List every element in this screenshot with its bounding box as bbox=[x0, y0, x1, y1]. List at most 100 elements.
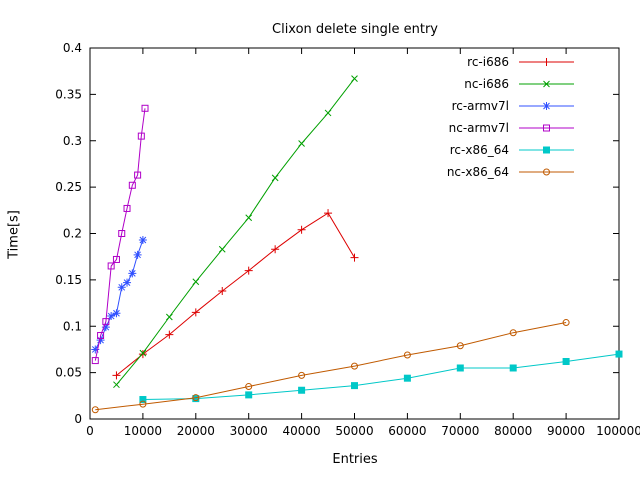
series-marker-nc-i686 bbox=[139, 349, 147, 357]
series-marker-nc-i686 bbox=[245, 214, 253, 222]
x-tick-label: 60000 bbox=[388, 424, 426, 438]
series-marker-rc-armv7l bbox=[138, 235, 147, 244]
legend-marker-nc-armv7l bbox=[543, 124, 550, 132]
series-marker-rc-armv7l bbox=[128, 269, 137, 278]
series-marker-rc-i686 bbox=[138, 350, 147, 359]
x-tick-label: 30000 bbox=[230, 424, 268, 438]
series-marker-rc-armv7l bbox=[123, 278, 132, 287]
series-marker-nc-armv7l bbox=[91, 357, 99, 365]
series-marker-rc-i686 bbox=[297, 225, 306, 234]
series-marker-rc-i686 bbox=[324, 209, 333, 218]
series-marker-nc-i686 bbox=[113, 381, 120, 389]
series-line-rc-i686 bbox=[116, 212, 355, 376]
series-marker-nc-x86_64 bbox=[139, 400, 147, 408]
series-marker-nc-armv7l bbox=[123, 204, 131, 212]
x-tick-label: 70000 bbox=[441, 424, 479, 438]
series-marker-rc-armv7l bbox=[112, 309, 121, 318]
series-marker-nc-i686 bbox=[192, 278, 200, 286]
x-tick-label: 40000 bbox=[283, 424, 321, 438]
series-marker-rc-x86_64 bbox=[403, 374, 411, 382]
series-marker-rc-armv7l bbox=[91, 345, 100, 354]
series-line-nc-i686 bbox=[116, 78, 355, 386]
series-marker-rc-i686 bbox=[112, 371, 121, 380]
series-marker-nc-x86_64 bbox=[456, 342, 464, 350]
series-marker-nc-armv7l bbox=[134, 171, 142, 179]
series-marker-nc-i686 bbox=[165, 313, 173, 321]
y-tick-label: 0.4 bbox=[63, 41, 82, 55]
legend-label-rc-x86_64: rc-x86_64 bbox=[450, 143, 509, 157]
series-marker-nc-x86_64 bbox=[192, 394, 200, 402]
series-marker-nc-x86_64 bbox=[562, 319, 570, 327]
y-tick-label: 0.3 bbox=[63, 134, 82, 148]
series-marker-rc-i686 bbox=[191, 308, 200, 317]
chart-title: Clixon delete single entry bbox=[272, 22, 438, 37]
series-marker-nc-i686 bbox=[271, 174, 279, 182]
series-marker-nc-i686 bbox=[298, 140, 305, 147]
legend-label-rc-i686: rc-i686 bbox=[467, 55, 509, 69]
legend-label-nc-armv7l: nc-armv7l bbox=[449, 121, 509, 135]
legend-marker-nc-i686 bbox=[543, 80, 550, 88]
series-marker-rc-x86_64 bbox=[351, 382, 358, 390]
y-tick-label: 0.1 bbox=[63, 319, 82, 333]
series-marker-rc-armv7l bbox=[133, 250, 142, 259]
series-marker-rc-armv7l bbox=[117, 283, 126, 292]
series-marker-rc-armv7l bbox=[101, 323, 110, 332]
series-marker-nc-armv7l bbox=[128, 181, 136, 189]
series-marker-nc-armv7l bbox=[112, 255, 120, 263]
y-tick-label: 0 bbox=[74, 412, 82, 426]
series-marker-nc-armv7l bbox=[141, 104, 149, 112]
series-marker-rc-x86_64 bbox=[245, 391, 253, 399]
x-tick-label: 20000 bbox=[177, 424, 215, 438]
x-tick-label: 50000 bbox=[335, 424, 373, 438]
series-marker-rc-armv7l bbox=[107, 312, 116, 321]
legend-marker-nc-x86_64 bbox=[543, 168, 550, 176]
series-marker-rc-x86_64 bbox=[562, 357, 570, 365]
legend-label-rc-armv7l: rc-armv7l bbox=[452, 99, 509, 113]
legend-marker-rc-armv7l bbox=[542, 102, 551, 110]
series-marker-rc-i686 bbox=[165, 330, 174, 339]
series-line-rc-x86_64 bbox=[142, 353, 620, 400]
y-tick-label: 0.2 bbox=[63, 227, 82, 241]
series-line-nc-armv7l bbox=[94, 108, 146, 361]
x-tick-label: 100000 bbox=[596, 424, 640, 438]
x-axis-label: Entries bbox=[332, 452, 378, 467]
series-marker-nc-i686 bbox=[351, 75, 358, 82]
series-marker-nc-armv7l bbox=[118, 230, 126, 237]
series-marker-rc-x86_64 bbox=[298, 386, 306, 394]
series-marker-nc-x86_64 bbox=[351, 362, 358, 370]
y-tick-label: 0.25 bbox=[55, 180, 82, 194]
x-tick-label: 0 bbox=[86, 424, 94, 438]
series-marker-nc-x86_64 bbox=[91, 406, 99, 414]
series-marker-rc-x86_64 bbox=[509, 364, 517, 372]
y-tick-label: 0.05 bbox=[55, 366, 82, 380]
series-marker-rc-x86_64 bbox=[139, 396, 147, 404]
series-marker-nc-armv7l bbox=[137, 132, 145, 140]
series-marker-rc-i686 bbox=[244, 266, 253, 275]
series-marker-nc-x86_64 bbox=[509, 329, 517, 337]
series-marker-nc-x86_64 bbox=[245, 383, 253, 391]
series-marker-nc-x86_64 bbox=[298, 371, 306, 379]
y-tick-label: 0.35 bbox=[55, 87, 82, 101]
legend-label-nc-i686: nc-i686 bbox=[464, 77, 509, 91]
legend-label-nc-x86_64: nc-x86_64 bbox=[447, 165, 509, 179]
legend-marker-rc-i686 bbox=[542, 58, 551, 66]
series-marker-rc-i686 bbox=[218, 287, 227, 296]
series-marker-nc-i686 bbox=[324, 109, 332, 117]
y-tick-label: 0.15 bbox=[55, 273, 82, 287]
legend-marker-rc-x86_64 bbox=[543, 146, 550, 154]
x-tick-label: 10000 bbox=[124, 424, 162, 438]
series-marker-rc-armv7l bbox=[96, 336, 105, 345]
series-marker-nc-x86_64 bbox=[403, 351, 411, 359]
series-marker-rc-i686 bbox=[271, 245, 280, 254]
series-marker-rc-x86_64 bbox=[456, 364, 464, 372]
series-marker-rc-x86_64 bbox=[615, 350, 623, 358]
series-marker-rc-i686 bbox=[350, 253, 359, 262]
series-marker-nc-armv7l bbox=[107, 262, 115, 270]
series-marker-nc-armv7l bbox=[102, 318, 110, 326]
series-marker-nc-i686 bbox=[218, 245, 226, 253]
x-tick-label: 80000 bbox=[494, 424, 532, 438]
series-marker-nc-armv7l bbox=[97, 332, 105, 340]
series-line-nc-x86_64 bbox=[95, 322, 567, 411]
